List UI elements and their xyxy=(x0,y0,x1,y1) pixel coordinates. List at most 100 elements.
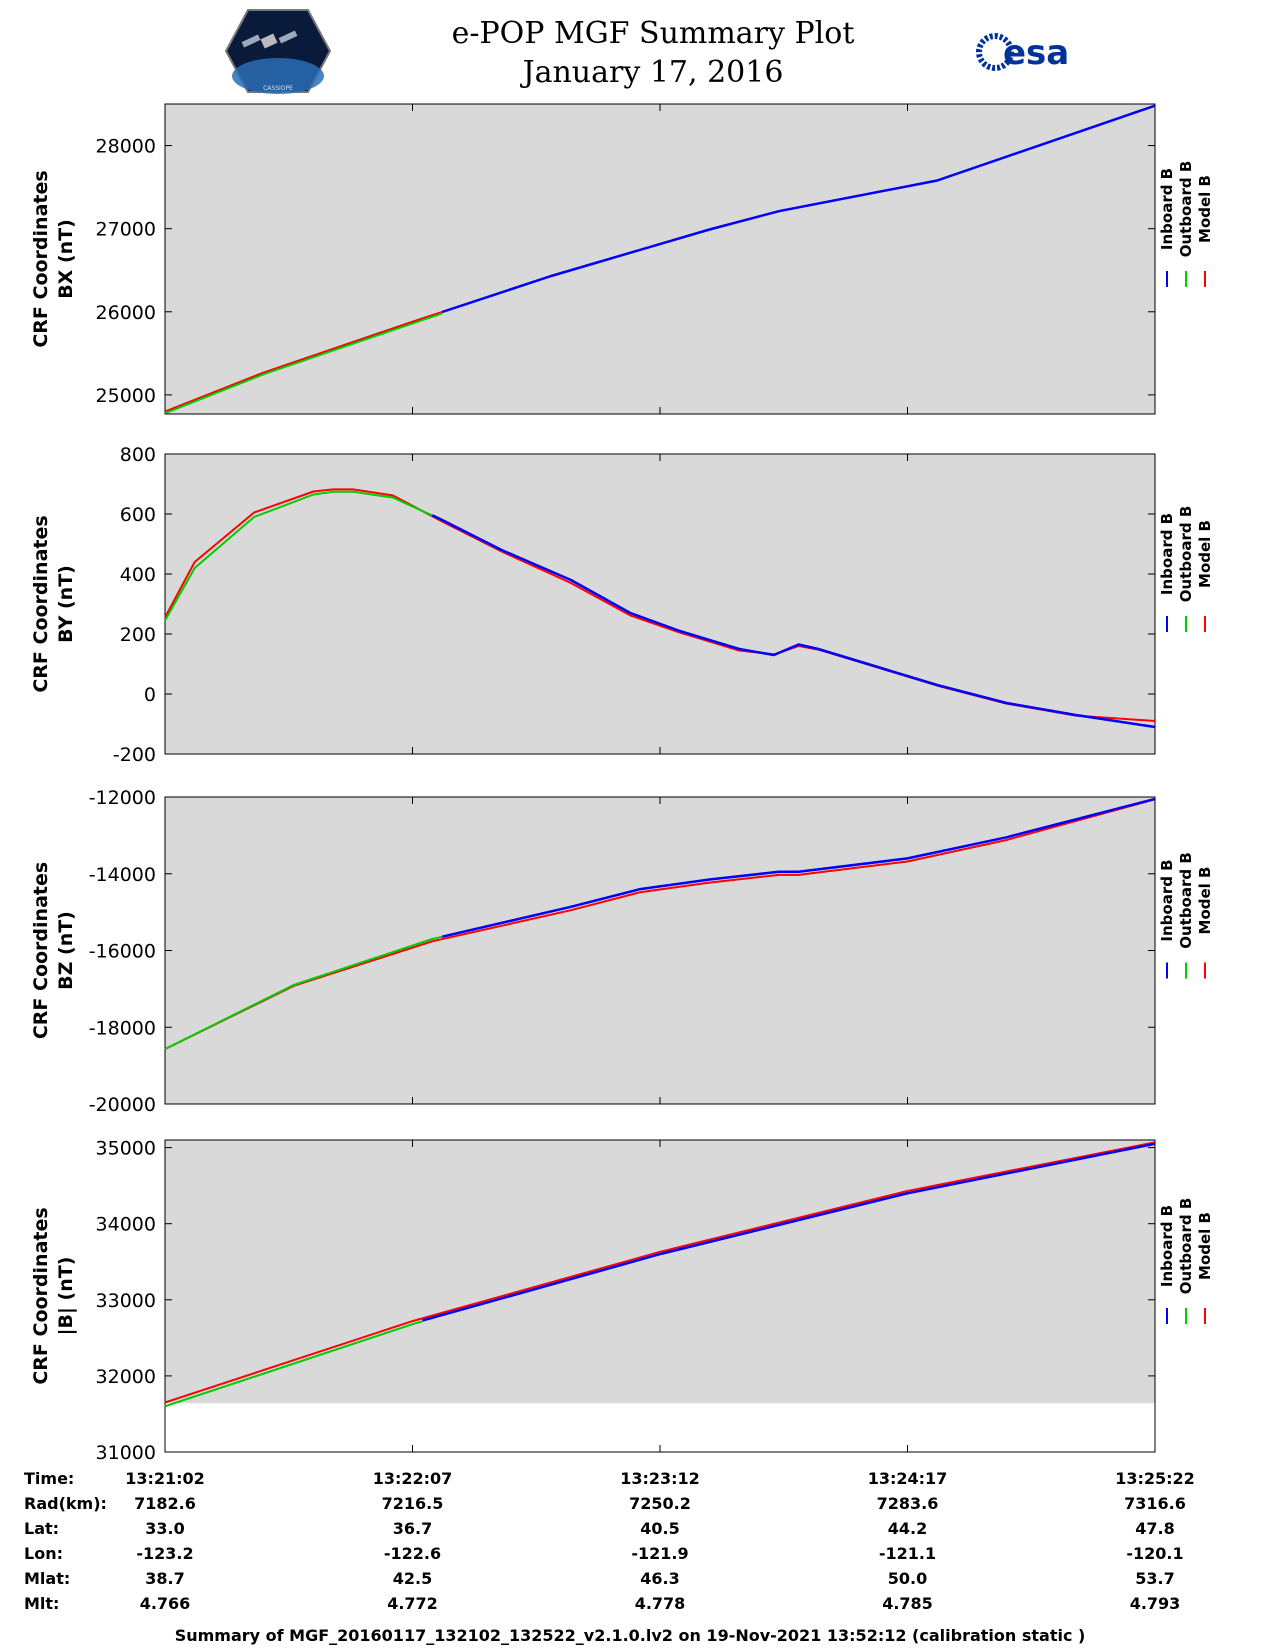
y-axis-label: CRF Coordinates xyxy=(30,515,52,692)
ephemeris-cell: 13:24:17 xyxy=(868,1469,948,1488)
ephemeris-cell: -122.6 xyxy=(384,1544,441,1563)
ephemeris-cell: 46.3 xyxy=(640,1569,679,1588)
y-tick-label: 31000 xyxy=(96,1442,156,1464)
y-tick-label: -200 xyxy=(113,744,156,766)
ephemeris-cell: 13:21:02 xyxy=(125,1469,205,1488)
cassiope-logo: CASSIOPE xyxy=(224,9,332,94)
ephemeris-row-label: Rad(km): xyxy=(24,1494,107,1513)
legend-label: Inboard B xyxy=(1158,1205,1176,1287)
series-line-inboard-b xyxy=(441,104,1156,314)
ephemeris-cell: 33.0 xyxy=(145,1519,184,1538)
y-tick-label: -20000 xyxy=(89,1094,156,1116)
cassiope-logo-text: CASSIOPE xyxy=(263,85,293,92)
ephemeris-cell: 42.5 xyxy=(393,1569,432,1588)
y-tick-label: -16000 xyxy=(89,941,156,963)
ephemeris-cell: 4.793 xyxy=(1130,1594,1181,1613)
ephemeris-cell: 38.7 xyxy=(145,1569,184,1588)
ephemeris-row-label: Mlat: xyxy=(24,1569,70,1588)
ephemeris-row-label: Time: xyxy=(24,1469,74,1488)
ephemeris-cell: 7182.6 xyxy=(134,1494,196,1513)
ephemeris-cell: 7250.2 xyxy=(629,1494,691,1513)
ephemeris-cell: -120.1 xyxy=(1126,1544,1183,1563)
y-axis-label-units: BX (nT) xyxy=(55,219,77,299)
ephemeris-cell: 50.0 xyxy=(888,1569,927,1588)
series-line-inboard-b xyxy=(441,797,1156,938)
ephemeris-cell: 7216.5 xyxy=(382,1494,444,1513)
legend-label: Model B xyxy=(1196,175,1214,243)
y-tick-label: 200 xyxy=(120,624,156,646)
ephemeris-cell: 7283.6 xyxy=(877,1494,939,1513)
y-axis-label: CRF Coordinates xyxy=(30,1207,52,1384)
y-tick-label: 600 xyxy=(120,504,156,526)
ephemeris-table: Time: Rad(km): Lat: Lon: Mlat: Mlt: 13:21:02 71… xyxy=(24,1469,1195,1613)
series-line-outboard-b xyxy=(164,490,433,621)
ephemeris-cell: 13:23:12 xyxy=(620,1469,700,1488)
series-line-outboard-b xyxy=(164,1320,423,1408)
series-line-outboard-b xyxy=(164,935,443,1050)
legend-label: Model B xyxy=(1196,1212,1214,1280)
series-line-model-b xyxy=(164,1141,1156,1404)
legend-label: Inboard B xyxy=(1158,168,1176,250)
panel-bx: 25000 26000 27000 28000 CRF Coordinates BX (n… xyxy=(30,103,1214,415)
header: CASSIOPE e-POP MGF Summary Plot January … xyxy=(224,9,1069,94)
legend-label: Outboard B xyxy=(1177,506,1195,603)
legend-label: Inboard B xyxy=(1158,513,1176,595)
panel-btotal: 31000 32000 33000 34000 35000 CRF Coordinates… xyxy=(30,1138,1214,1464)
plot-area xyxy=(165,104,1155,414)
y-tick-label: 0 xyxy=(144,684,156,706)
ephemeris-row-label: Mlt: xyxy=(24,1594,59,1613)
series-line-inboard-b xyxy=(431,514,1156,729)
legend-label: Outboard B xyxy=(1177,852,1195,949)
y-tick-label: 800 xyxy=(120,444,156,466)
ephemeris-cell: -123.2 xyxy=(136,1544,193,1563)
legend-label: Outboard B xyxy=(1177,1198,1195,1295)
legend-label: Inboard B xyxy=(1158,859,1176,941)
esa-logo-text: esa xyxy=(1003,33,1069,73)
ephemeris-cell: 13:25:22 xyxy=(1115,1469,1195,1488)
y-tick-label: -12000 xyxy=(89,787,156,809)
y-axis-label-units: BY (nT) xyxy=(55,565,77,643)
y-axis-label: CRF Coordinates xyxy=(30,170,52,347)
y-tick-label: 33000 xyxy=(96,1290,156,1312)
legend-label: Model B xyxy=(1196,520,1214,588)
legend-label: Outboard B xyxy=(1177,161,1195,258)
ephemeris-cell: 4.772 xyxy=(387,1594,438,1613)
y-axis-label-units: |B| (nT) xyxy=(55,1257,77,1336)
ephemeris-cell: 13:22:07 xyxy=(373,1469,453,1488)
ephemeris-cell: 7316.6 xyxy=(1124,1494,1186,1513)
ephemeris-cell: -121.9 xyxy=(631,1544,688,1563)
ephemeris-cell: 44.2 xyxy=(888,1519,927,1538)
plot-area xyxy=(165,454,1155,754)
y-tick-label: 25000 xyxy=(96,385,156,407)
y-tick-label: 32000 xyxy=(96,1366,156,1388)
y-tick-label: 400 xyxy=(120,564,156,586)
ephemeris-cell: 4.778 xyxy=(635,1594,686,1613)
y-tick-label: 35000 xyxy=(96,1138,156,1160)
y-tick-label: 28000 xyxy=(96,136,156,158)
series-line-outboard-b xyxy=(164,312,443,415)
ephemeris-row-label: Lat: xyxy=(24,1519,59,1538)
legend-label: Model B xyxy=(1196,867,1214,935)
panel-by: -200 0 200 400 600 800 CRF Coordinates BY (nT) I… xyxy=(30,444,1214,766)
plot-area xyxy=(165,797,1155,1104)
ephemeris-cell: 53.7 xyxy=(1135,1569,1174,1588)
panel-bz: -20000 -18000 -16000 -14000 -12000 CRF Coordi… xyxy=(30,787,1214,1116)
y-tick-label: 27000 xyxy=(96,219,156,241)
plot-date: January 17, 2016 xyxy=(520,55,784,90)
ephemeris-cell: 40.5 xyxy=(640,1519,679,1538)
esa-logo: esa xyxy=(976,33,1069,73)
ephemeris-cell: 36.7 xyxy=(393,1519,432,1538)
y-tick-label: -14000 xyxy=(89,864,156,886)
ephemeris-cell: 4.785 xyxy=(882,1594,933,1613)
series-line-inboard-b xyxy=(422,1142,1156,1322)
ephemeris-cell: 47.8 xyxy=(1135,1519,1174,1538)
footer-summary: Summary of MGF_20160117_132102_132522_v2… xyxy=(175,1626,1086,1645)
y-tick-label: 26000 xyxy=(96,302,156,324)
series-line-model-b xyxy=(164,798,1156,1050)
y-axis-label-units: BZ (nT) xyxy=(55,911,77,990)
ephemeris-row-label: Lon: xyxy=(24,1544,63,1563)
ephemeris-cell: -121.1 xyxy=(879,1544,936,1563)
y-tick-label: -18000 xyxy=(89,1017,156,1039)
y-axis-label: CRF Coordinates xyxy=(30,862,52,1039)
